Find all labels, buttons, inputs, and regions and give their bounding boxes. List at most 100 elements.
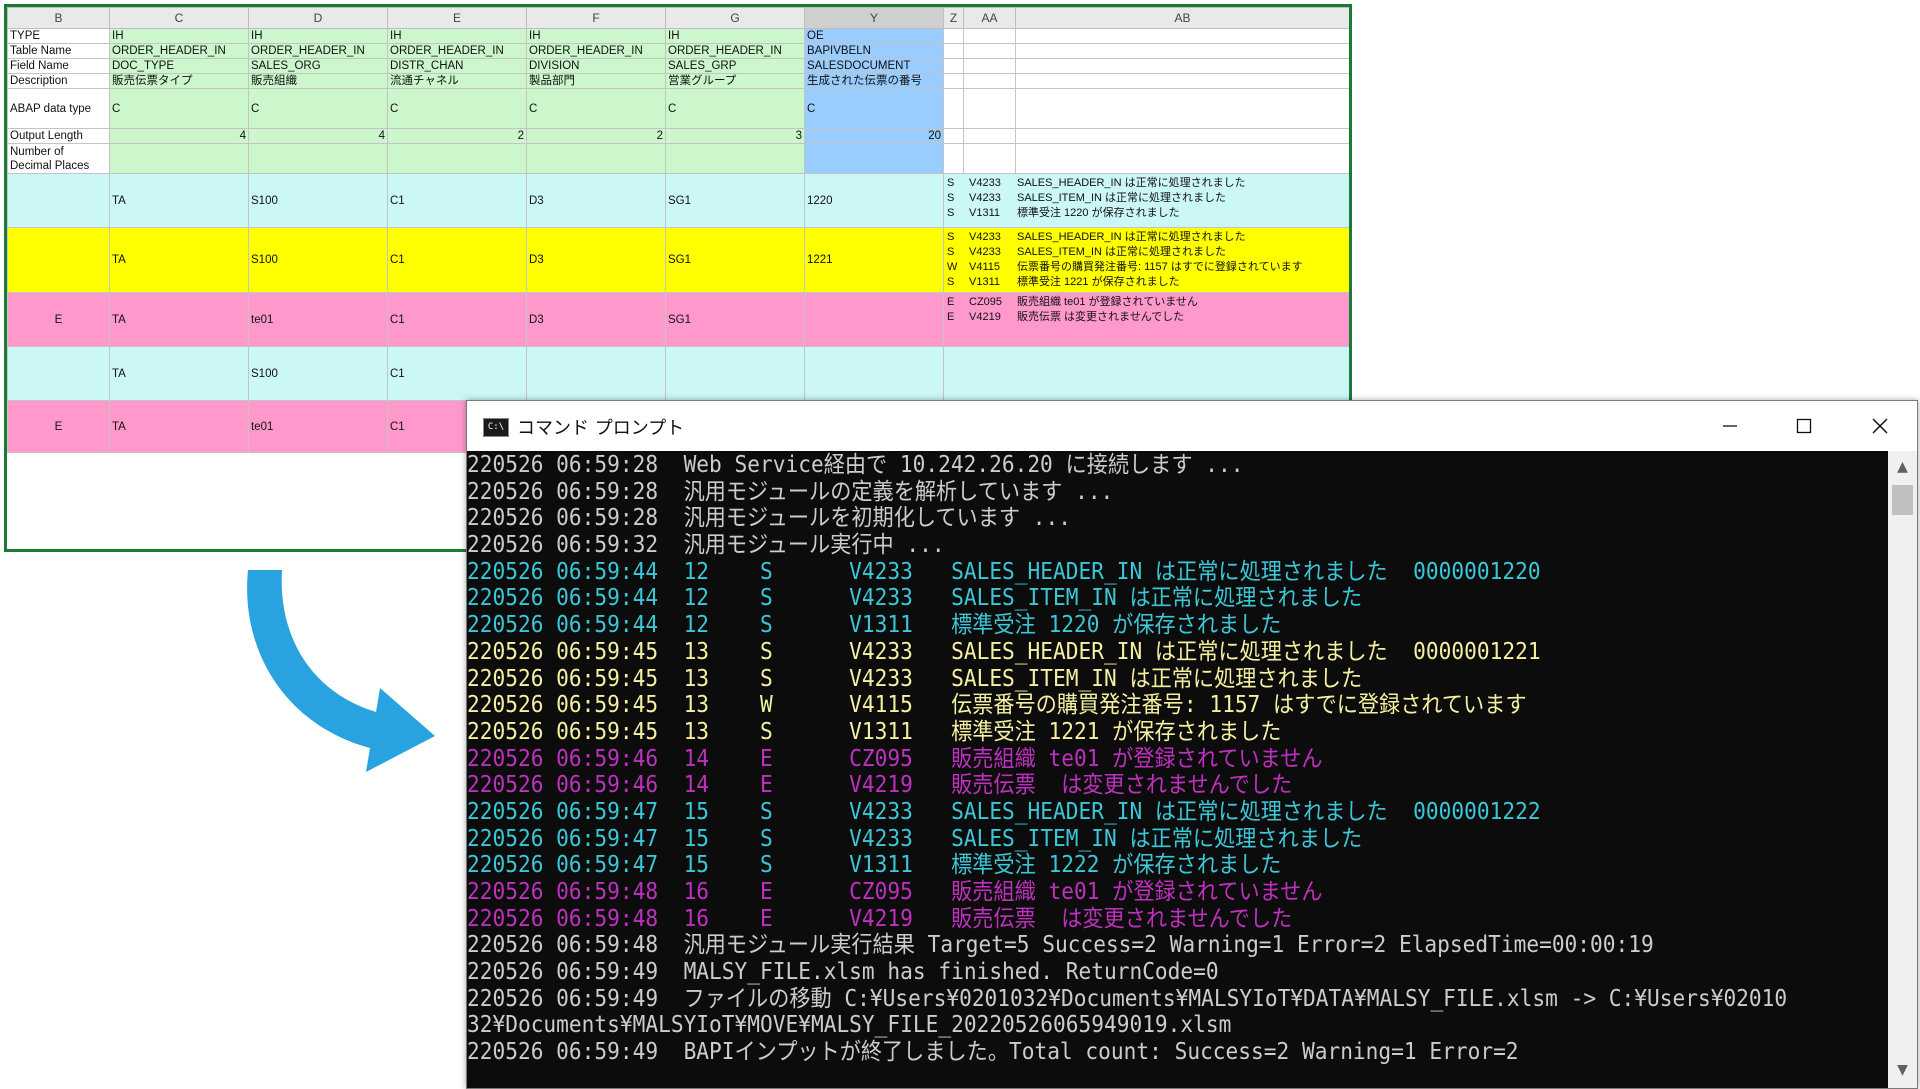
empty-cell[interactable] xyxy=(943,58,964,74)
meta-cell[interactable]: DOC_TYPE xyxy=(109,58,249,74)
data-cell[interactable] xyxy=(665,346,805,401)
meta-cell[interactable]: 製品部門 xyxy=(526,73,666,89)
column-header[interactable]: B xyxy=(7,7,110,29)
meta-cell[interactable] xyxy=(526,143,666,174)
row-label[interactable]: TYPE xyxy=(7,28,110,44)
data-cell[interactable]: SG1 xyxy=(665,227,805,293)
column-header[interactable]: G xyxy=(665,7,805,29)
meta-cell[interactable] xyxy=(109,143,249,174)
empty-cell[interactable] xyxy=(1015,28,1349,44)
data-cell[interactable]: TA xyxy=(109,346,249,401)
data-cell[interactable] xyxy=(7,227,110,293)
row-label[interactable]: ABAP data type xyxy=(7,88,110,129)
column-header[interactable]: Z xyxy=(943,7,964,29)
message-cell[interactable]: S V4233 SALES_HEADER_IN は正常に処理されました S V4233 S… xyxy=(943,173,1349,228)
meta-cell[interactable]: 4 xyxy=(109,128,249,144)
empty-cell[interactable] xyxy=(943,28,964,44)
data-cell[interactable]: te01 xyxy=(248,400,388,453)
data-cell[interactable] xyxy=(7,346,110,401)
message-cell[interactable]: E CZ095 販売組織 te01 が登録されていません E V4219 販売伝票 は変更… xyxy=(943,292,1349,347)
data-cell[interactable]: D3 xyxy=(526,292,666,347)
meta-cell[interactable]: 生成された伝票の番号 xyxy=(804,73,944,89)
data-cell[interactable]: te01 xyxy=(248,292,388,347)
meta-cell[interactable]: ORDER_HEADER_IN xyxy=(526,43,666,59)
column-header[interactable]: AA xyxy=(963,7,1016,29)
meta-cell[interactable]: 販売伝票タイプ xyxy=(109,73,249,89)
meta-cell[interactable] xyxy=(387,143,527,174)
meta-cell[interactable]: ORDER_HEADER_IN xyxy=(248,43,388,59)
column-header[interactable]: C xyxy=(109,7,249,29)
empty-cell[interactable] xyxy=(943,88,964,129)
empty-cell[interactable] xyxy=(943,143,964,174)
meta-cell[interactable]: 流通チャネル xyxy=(387,73,527,89)
message-cell[interactable]: S V4233 SALES_HEADER_IN は正常に処理されました S V4233 S… xyxy=(943,227,1349,293)
meta-cell[interactable]: IH xyxy=(526,28,666,44)
meta-cell[interactable]: SALES_GRP xyxy=(665,58,805,74)
vertical-scrollbar[interactable]: ▲ ▼ xyxy=(1888,451,1917,1088)
meta-cell[interactable]: OE xyxy=(804,28,944,44)
empty-cell[interactable] xyxy=(1015,43,1349,59)
meta-cell[interactable] xyxy=(804,143,944,174)
data-cell[interactable]: E xyxy=(7,400,110,453)
data-cell[interactable]: 1221 xyxy=(804,227,944,293)
meta-cell[interactable] xyxy=(665,143,805,174)
meta-cell[interactable]: C xyxy=(387,88,527,129)
empty-cell[interactable] xyxy=(963,58,1016,74)
data-cell[interactable]: TA xyxy=(109,227,249,293)
column-header[interactable]: E xyxy=(387,7,527,29)
column-header[interactable]: D xyxy=(248,7,388,29)
data-cell[interactable]: C1 xyxy=(387,292,527,347)
data-cell[interactable]: C1 xyxy=(387,346,527,401)
data-cell[interactable]: D3 xyxy=(526,227,666,293)
meta-cell[interactable]: ORDER_HEADER_IN xyxy=(387,43,527,59)
data-cell[interactable]: TA xyxy=(109,292,249,347)
row-label[interactable]: Description xyxy=(7,73,110,89)
meta-cell[interactable]: IH xyxy=(387,28,527,44)
meta-cell[interactable]: SALESDOCUMENT xyxy=(804,58,944,74)
data-cell[interactable] xyxy=(804,292,944,347)
data-cell[interactable]: 1220 xyxy=(804,173,944,228)
meta-cell[interactable]: C xyxy=(248,88,388,129)
empty-cell[interactable] xyxy=(963,143,1016,174)
data-cell[interactable]: C1 xyxy=(387,173,527,228)
column-header[interactable]: Y xyxy=(804,7,944,29)
data-cell[interactable] xyxy=(804,346,944,401)
empty-cell[interactable] xyxy=(943,43,964,59)
data-cell[interactable]: S100 xyxy=(248,346,388,401)
meta-cell[interactable]: DISTR_CHAN xyxy=(387,58,527,74)
row-label[interactable]: Table Name xyxy=(7,43,110,59)
scroll-thumb[interactable] xyxy=(1892,485,1913,515)
meta-cell[interactable]: BAPIVBELN xyxy=(804,43,944,59)
empty-cell[interactable] xyxy=(963,88,1016,129)
data-cell[interactable] xyxy=(7,173,110,228)
meta-cell[interactable]: C xyxy=(665,88,805,129)
empty-cell[interactable] xyxy=(1015,58,1349,74)
meta-cell[interactable]: 4 xyxy=(248,128,388,144)
meta-cell[interactable] xyxy=(248,143,388,174)
data-cell[interactable]: E xyxy=(7,292,110,347)
scroll-down-icon[interactable]: ▼ xyxy=(1897,1062,1908,1078)
data-cell[interactable]: SG1 xyxy=(665,173,805,228)
meta-cell[interactable]: SALES_ORG xyxy=(248,58,388,74)
data-cell[interactable] xyxy=(526,346,666,401)
data-cell[interactable]: C1 xyxy=(387,227,527,293)
empty-cell[interactable] xyxy=(943,73,964,89)
empty-cell[interactable] xyxy=(1015,143,1349,174)
row-label[interactable]: Field Name xyxy=(7,58,110,74)
meta-cell[interactable]: ORDER_HEADER_IN xyxy=(109,43,249,59)
empty-cell[interactable] xyxy=(943,128,964,144)
maximize-button[interactable] xyxy=(1767,401,1841,451)
title-bar[interactable]: C:\ コマンド プロンプト xyxy=(467,401,1917,451)
meta-cell[interactable]: 2 xyxy=(387,128,527,144)
empty-cell[interactable] xyxy=(963,28,1016,44)
minimize-button[interactable] xyxy=(1693,401,1767,451)
meta-cell[interactable]: IH xyxy=(248,28,388,44)
column-header[interactable]: F xyxy=(526,7,666,29)
meta-cell[interactable]: 20 xyxy=(804,128,944,144)
data-cell[interactable]: D3 xyxy=(526,173,666,228)
data-cell[interactable]: S100 xyxy=(248,227,388,293)
meta-cell[interactable]: ORDER_HEADER_IN xyxy=(665,43,805,59)
empty-cell[interactable] xyxy=(1015,88,1349,129)
data-cell[interactable]: SG1 xyxy=(665,292,805,347)
meta-cell[interactable]: C xyxy=(109,88,249,129)
